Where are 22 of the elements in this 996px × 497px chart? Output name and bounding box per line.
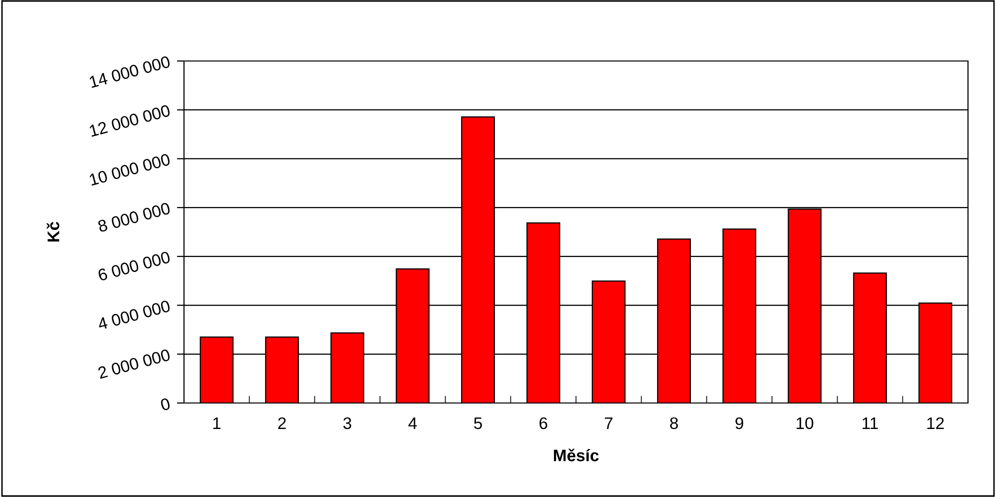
x-tick-label: 5 [474, 418, 482, 430]
x-tick-label: 10 [796, 417, 814, 430]
y-tick-label: 6 000 000 [97, 250, 171, 282]
y-tick-label: 0 [160, 398, 171, 412]
y-axis-title: Kč [46, 222, 60, 242]
y-tick-label: 10 000 000 [88, 153, 171, 186]
x-tick-label: 6 [540, 417, 548, 430]
x-tick-label: 3 [343, 417, 352, 430]
x-tick-label: 7 [604, 418, 612, 429]
y-tick-label: 4 000 000 [97, 300, 171, 330]
y-tick-label: 14 000 000 [88, 56, 171, 88]
x-tick-label: 11 [862, 418, 878, 429]
x-tick-label: 9 [735, 417, 744, 430]
x-axis-title: Měsíc [554, 448, 599, 462]
x-tick-label: 1 [213, 418, 220, 429]
y-tick-label: 12 000 000 [88, 104, 171, 137]
x-tick-label: 2 [278, 417, 286, 429]
x-tick-label: 8 [670, 417, 678, 430]
x-tick-label: 12 [927, 417, 944, 429]
y-tick-label: 2 000 000 [97, 348, 171, 379]
y-tick-label: 8 000 000 [97, 202, 171, 232]
x-tick-label: 4 [408, 418, 417, 429]
